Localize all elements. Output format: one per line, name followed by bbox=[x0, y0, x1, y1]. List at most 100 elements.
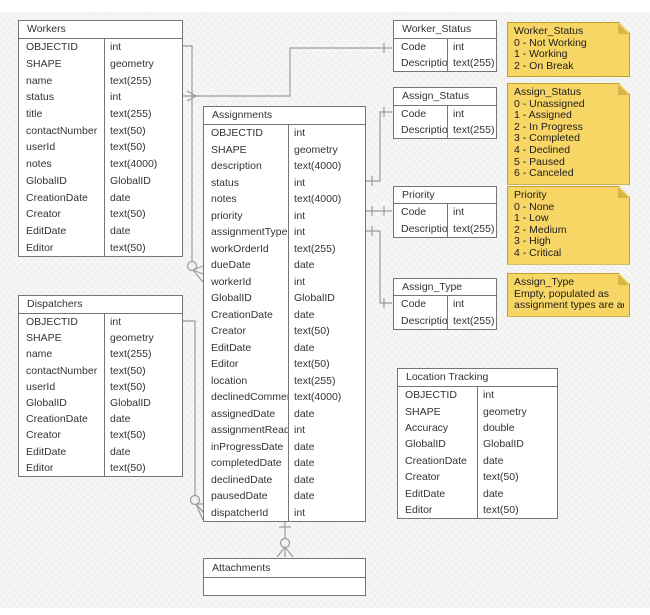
field-row: OBJECTID int bbox=[398, 387, 557, 403]
note-line: 2 - In Progress bbox=[514, 121, 583, 133]
table-assign-status[interactable]: Assign_Status Code int Description text(255… bbox=[393, 87, 497, 139]
table-body-assignments: OBJECTID int SHAPE geometry description text(… bbox=[204, 125, 365, 521]
field-name: Description bbox=[401, 314, 447, 327]
field-row: CreationDate date bbox=[398, 453, 557, 469]
field-type: date bbox=[483, 487, 504, 500]
note-priority[interactable]: Priority 0 - None 1 - Low 2 - Medium 3 - Hig… bbox=[507, 186, 630, 265]
table-priority[interactable]: Priority Code int Description text(255) bbox=[393, 186, 497, 238]
note-fold-icon bbox=[618, 84, 629, 95]
field-name: CreationDate bbox=[211, 308, 273, 321]
field-name: Editor bbox=[26, 461, 54, 474]
field-name: location bbox=[211, 374, 248, 387]
table-attachments[interactable]: Attachments bbox=[203, 558, 366, 596]
field-name: Editor bbox=[211, 358, 239, 371]
table-location-tracking[interactable]: Location Tracking OBJECTID int SHAPE geomet… bbox=[397, 368, 558, 520]
note-line: 3 - Completed bbox=[514, 133, 580, 145]
note-text-assign-type: Assign_Type Empty, populated as assignment… bbox=[514, 277, 624, 312]
table-worker-status[interactable]: Worker_Status Code int Description text(255… bbox=[393, 20, 497, 72]
note-assign-type[interactable]: Assign_Type Empty, populated as assignment… bbox=[507, 273, 630, 317]
table-body-dispatchers: OBJECTID int SHAPE geometry name text(255) con… bbox=[19, 314, 182, 476]
table-title-dispatchers[interactable]: Dispatchers bbox=[19, 296, 182, 314]
table-title-priority[interactable]: Priority bbox=[394, 187, 496, 204]
zero-circle-dispatcherid bbox=[189, 494, 201, 506]
crowfoot-attachments bbox=[276, 546, 294, 558]
field-name: notes bbox=[211, 193, 237, 206]
field-name: Creator bbox=[405, 471, 441, 484]
field-type: int bbox=[294, 127, 306, 140]
field-name: assignmentType bbox=[211, 226, 288, 239]
field-row: Creator text(50) bbox=[398, 469, 557, 485]
connector-dispatchers-assignments[interactable] bbox=[183, 320, 196, 495]
field-row: assignedDate date bbox=[204, 406, 365, 423]
field-type: int bbox=[110, 41, 122, 54]
field-name: Accuracy bbox=[405, 421, 449, 434]
field-row: assignmentType int bbox=[204, 224, 365, 241]
field-type: GlobalID bbox=[110, 174, 151, 187]
note-assign-status[interactable]: Assign_Status 0 - Unassigned 1 - Assigned 2… bbox=[507, 83, 630, 185]
field-type: int bbox=[110, 316, 122, 329]
connector-workers-assignments[interactable] bbox=[183, 45, 193, 261]
field-type: geometry bbox=[110, 58, 154, 71]
field-type: text(255) bbox=[453, 222, 495, 235]
field-type: text(255) bbox=[294, 242, 336, 255]
field-name: GlobalID bbox=[26, 397, 67, 410]
table-assignments[interactable]: Assignments OBJECTID int SHAPE geometry desc… bbox=[203, 106, 366, 522]
note-text-assign-status: Assign_Status 0 - Unassigned 1 - Assigned 2… bbox=[514, 87, 624, 180]
note-line: 1 - Working bbox=[514, 49, 568, 61]
field-row: title text(255) bbox=[19, 106, 182, 123]
table-title-assign-status[interactable]: Assign_Status bbox=[394, 88, 496, 106]
field-row: workerId int bbox=[204, 274, 365, 291]
field-type: text(50) bbox=[110, 380, 146, 393]
note-line: 4 - Declined bbox=[514, 144, 571, 156]
connector-workers-workerstatus[interactable] bbox=[183, 47, 392, 97]
field-type: date bbox=[294, 341, 315, 354]
field-type: text(255) bbox=[453, 57, 495, 69]
field-name: name bbox=[26, 74, 53, 87]
field-type: date bbox=[110, 445, 131, 458]
field-row: notes text(4000) bbox=[19, 156, 182, 173]
field-type: int bbox=[294, 226, 306, 239]
table-workers[interactable]: Workers OBJECTID int SHAPE geometry name text… bbox=[18, 20, 183, 257]
field-row: assignmentRead int bbox=[204, 422, 365, 439]
table-title-worker-status[interactable]: Worker_Status bbox=[394, 21, 496, 39]
table-title-assign-type[interactable]: Assign_Type bbox=[394, 279, 496, 296]
field-row: Editor text(50) bbox=[398, 502, 557, 518]
field-row: inProgressDate date bbox=[204, 439, 365, 456]
field-name: notes bbox=[26, 158, 52, 171]
field-name: SHAPE bbox=[405, 405, 441, 418]
field-name: declinedDate bbox=[211, 473, 273, 486]
field-type: text(50) bbox=[110, 461, 146, 474]
field-row: status int bbox=[19, 89, 182, 106]
field-row: SHAPE geometry bbox=[204, 142, 365, 159]
table-assign-type[interactable]: Assign_Type Code int Description text(255) bbox=[393, 278, 497, 330]
field-row: Accuracy double bbox=[398, 420, 557, 436]
field-row: SHAPE geometry bbox=[19, 56, 182, 73]
field-row: location text(255) bbox=[204, 373, 365, 390]
field-row: Description text(255) bbox=[394, 55, 496, 71]
field-name: userId bbox=[26, 141, 56, 154]
note-line: 1 - Assigned bbox=[514, 110, 572, 122]
field-type: date bbox=[294, 407, 315, 420]
field-type: int bbox=[453, 41, 465, 53]
field-type: date bbox=[294, 259, 315, 272]
connector-assignments-assignstatus[interactable] bbox=[366, 111, 392, 182]
field-row: priority int bbox=[204, 208, 365, 225]
crowfoot-dispatcherid bbox=[195, 503, 204, 521]
table-title-workers[interactable]: Workers bbox=[19, 21, 182, 39]
field-name: Code bbox=[401, 298, 427, 311]
field-name: Creator bbox=[26, 429, 62, 442]
table-dispatchers[interactable]: Dispatchers OBJECTID int SHAPE geometry name… bbox=[18, 295, 183, 477]
table-body-assign-status: Code int Description text(255) bbox=[394, 106, 496, 138]
table-title-location-tracking[interactable]: Location Tracking bbox=[398, 369, 557, 387]
field-name: title bbox=[26, 108, 43, 121]
note-worker-status[interactable]: Worker_Status 0 - Not Working 1 - Working 2… bbox=[507, 22, 630, 77]
table-title-attachments[interactable]: Attachments bbox=[204, 559, 365, 578]
field-row: userId text(50) bbox=[19, 379, 182, 395]
table-title-assignments[interactable]: Assignments bbox=[204, 107, 365, 125]
note-line: 4 - Critical bbox=[514, 247, 562, 259]
field-name: GlobalID bbox=[405, 438, 446, 451]
connector-assignments-assigntype[interactable] bbox=[366, 230, 392, 304]
field-row: contactNumber text(50) bbox=[19, 122, 182, 139]
field-row: CreationDate date bbox=[19, 189, 182, 206]
